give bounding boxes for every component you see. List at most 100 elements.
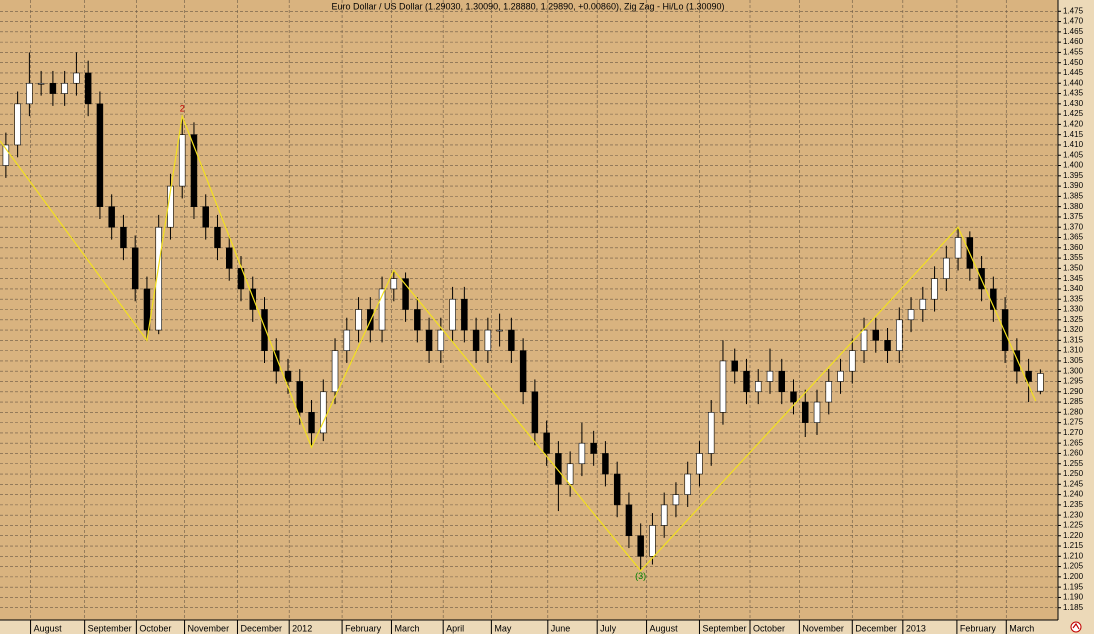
candle-body — [884, 340, 891, 351]
candle-body — [802, 401, 809, 423]
x-tick-label: October — [753, 623, 785, 633]
candle-body — [437, 329, 445, 351]
candle-body — [660, 504, 668, 526]
candle-body — [472, 329, 480, 351]
y-tick-label: 1.470 — [1063, 17, 1084, 26]
candle-body — [261, 309, 268, 351]
candle-body — [649, 525, 656, 557]
x-tick-label: September — [88, 623, 132, 633]
x-tick-label: May — [494, 623, 512, 633]
y-tick-label: 1.400 — [1063, 161, 1084, 170]
candle-body — [61, 82, 68, 94]
candle-body — [96, 103, 104, 207]
y-tick-label: 1.385 — [1063, 191, 1084, 200]
candle-body — [108, 206, 115, 228]
x-tick-label: August — [650, 623, 679, 633]
y-tick-label: 1.350 — [1063, 263, 1084, 272]
y-tick-label: 1.305 — [1063, 356, 1084, 365]
y-tick-label: 1.315 — [1063, 335, 1084, 344]
y-tick-label: 1.185 — [1063, 603, 1084, 612]
candle-body — [778, 370, 785, 393]
candle-body — [1037, 373, 1044, 392]
y-tick-label: 1.245 — [1063, 479, 1084, 488]
logo — [1070, 621, 1082, 633]
grid — [0, 0, 1058, 620]
y-tick-label: 1.410 — [1063, 140, 1084, 149]
candle-body — [860, 329, 868, 351]
candle-body — [378, 288, 386, 331]
candle-body — [26, 82, 33, 105]
y-tick-label: 1.290 — [1063, 387, 1084, 396]
candle-body — [49, 82, 57, 94]
y-tick-label: 1.405 — [1063, 150, 1084, 159]
candle-body — [625, 504, 633, 537]
candle-body — [84, 72, 92, 105]
candle-body — [461, 298, 468, 331]
candle-body — [14, 103, 21, 146]
y-tick-label: 1.210 — [1063, 551, 1084, 560]
y-tick-label: 1.460 — [1063, 37, 1084, 46]
zigzag-label: (3) — [635, 571, 646, 581]
candle-body — [249, 288, 256, 310]
candle-body — [943, 257, 950, 279]
candle-body — [120, 226, 127, 249]
candle-body — [484, 329, 492, 351]
candle-body — [872, 329, 880, 341]
candle-body — [37, 82, 45, 85]
y-tick-label: 1.200 — [1063, 572, 1084, 581]
y-tick-label: 1.270 — [1063, 428, 1084, 437]
y-tick-label: 1.250 — [1063, 469, 1084, 478]
candle-body — [355, 309, 362, 331]
candle-body — [731, 360, 738, 372]
candle-body — [813, 401, 821, 423]
zigzag-line — [0, 113, 1037, 572]
y-tick-label: 1.260 — [1063, 449, 1084, 458]
y-tick-label: 1.415 — [1063, 130, 1084, 139]
y-tick-label: 1.465 — [1063, 27, 1084, 36]
y-tick-label: 1.395 — [1063, 171, 1084, 180]
candle-body — [637, 535, 644, 557]
y-tick-label: 1.220 — [1063, 531, 1084, 540]
candle-body — [519, 350, 527, 393]
y-tick-label: 1.340 — [1063, 284, 1084, 293]
candle-body — [743, 370, 750, 393]
y-tick-label: 1.455 — [1063, 48, 1084, 57]
candle-body — [672, 494, 680, 506]
x-tick-label: November — [188, 623, 230, 633]
candle-body — [131, 247, 139, 290]
y-tick-label: 1.325 — [1063, 315, 1084, 324]
candle-body — [178, 134, 186, 187]
candle-body — [555, 453, 562, 485]
candle-body — [1013, 350, 1021, 372]
y-tick-label: 1.205 — [1063, 562, 1084, 571]
candle-body — [707, 412, 715, 454]
x-tick-label: July — [600, 623, 617, 633]
candle-body — [237, 268, 245, 290]
candle-body — [790, 391, 797, 403]
candle-body — [766, 370, 774, 382]
candle-body — [907, 309, 915, 321]
candle-body — [837, 370, 844, 382]
candle-body — [202, 206, 209, 228]
x-tick-label: June — [551, 623, 571, 633]
x-axis-panel — [0, 620, 1058, 634]
candle-body — [754, 381, 762, 393]
x-tick-label: February — [960, 623, 997, 633]
y-tick-label: 1.295 — [1063, 377, 1084, 386]
candle-body — [1001, 309, 1009, 351]
chart-title: Euro Dollar / US Dollar (1.29030, 1.3009… — [332, 1, 725, 11]
y-tick-label: 1.335 — [1063, 294, 1084, 303]
y-tick-label: 1.375 — [1063, 212, 1084, 221]
candle-body — [308, 412, 315, 434]
candle-body — [919, 298, 927, 310]
candle-body — [719, 360, 727, 413]
candle-body — [284, 370, 292, 382]
candle-body — [496, 329, 503, 332]
x-tick-label: March — [394, 623, 419, 633]
y-axis-panel — [1058, 0, 1094, 634]
y-tick-label: 1.330 — [1063, 305, 1084, 314]
y-tick-label: 1.445 — [1063, 68, 1084, 77]
x-tick-label: 2012 — [292, 623, 312, 633]
y-tick-label: 1.430 — [1063, 99, 1084, 108]
candle-body — [696, 453, 703, 475]
